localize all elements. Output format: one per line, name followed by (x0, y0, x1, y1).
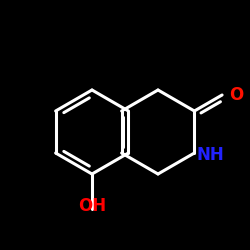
Text: OH: OH (78, 197, 106, 215)
Text: O: O (229, 86, 243, 104)
Text: NH: NH (196, 146, 224, 164)
